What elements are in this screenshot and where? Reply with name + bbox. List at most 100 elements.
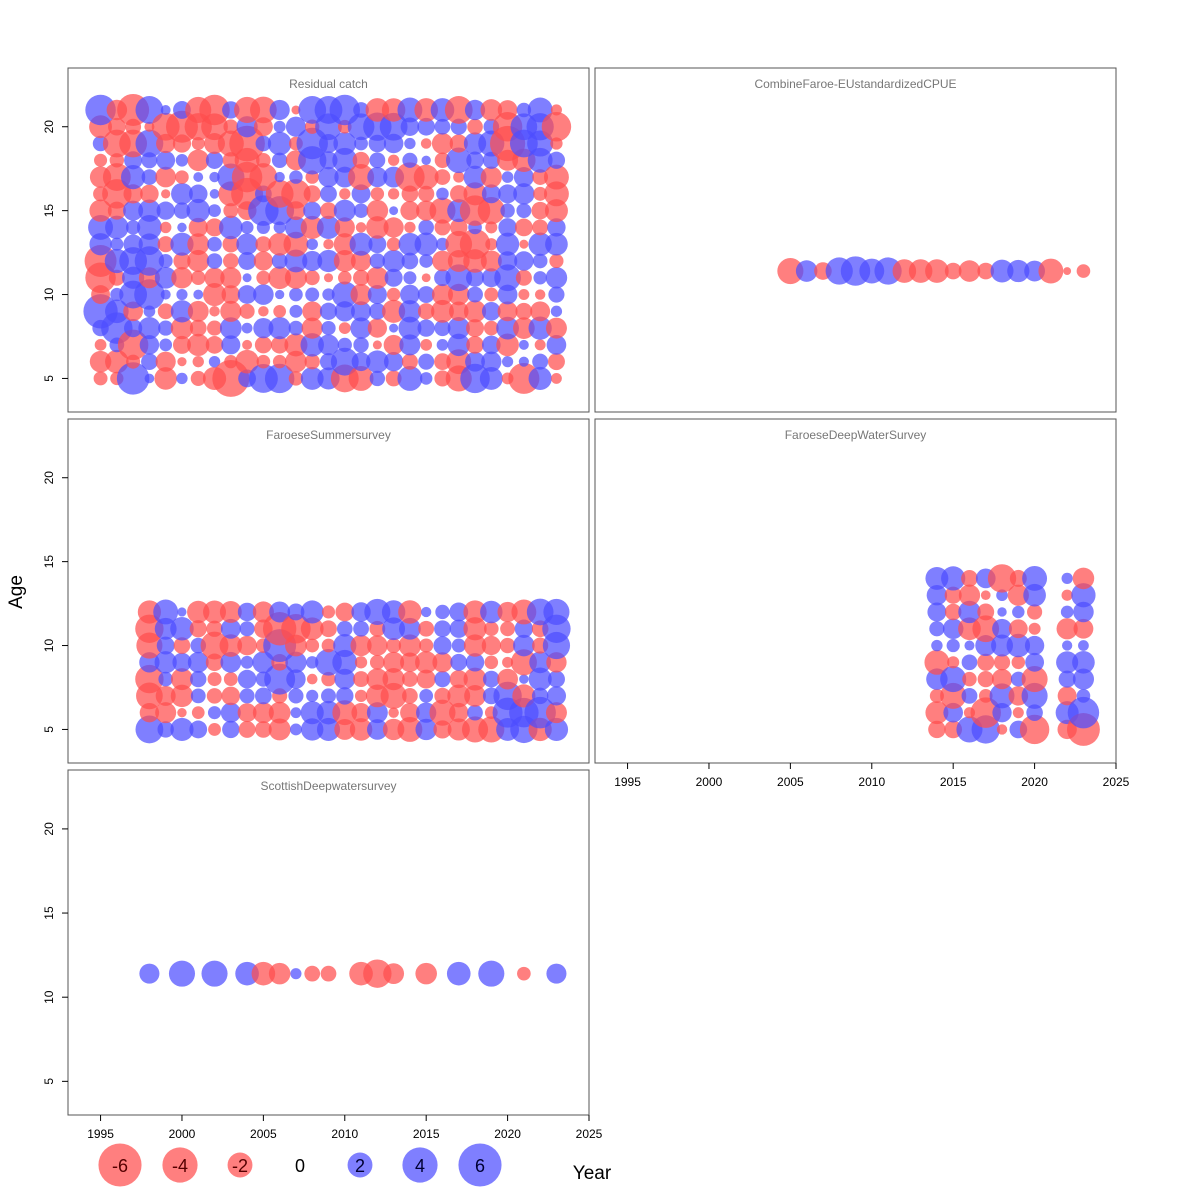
residual-bubble [463,600,487,624]
x-tick-label: 2000 [696,775,723,789]
residual-bubble [141,353,158,370]
residual-bubble [285,651,307,673]
residual-bubble [980,590,991,601]
residual-bubble [219,634,243,657]
residual-bubble [353,203,369,218]
residual-bubble [94,338,107,351]
residual-bubble [444,96,473,124]
legend-label: -4 [172,1156,188,1176]
residual-bubble [170,300,194,323]
residual-bubble [962,671,977,687]
residual-bubble [348,164,375,191]
residual-bubble [219,215,243,240]
residual-bubble [187,600,210,624]
residual-bubble [155,685,176,706]
residual-bubble [418,353,435,370]
residual-bubble [480,600,503,624]
residual-bubble [398,634,422,657]
residual-bubble [203,600,227,624]
residual-bubble [1009,569,1027,587]
residual-bubble [156,201,175,220]
residual-bubble [333,250,356,272]
residual-bubble [419,372,433,385]
residual-bubble [353,671,370,688]
residual-bubble [1061,589,1073,601]
residual-bubble [191,136,205,151]
residual-bubble [519,674,529,684]
residual-bubble [239,688,255,704]
residual-bubble [367,284,387,305]
residual-bubble [274,171,285,183]
x-tick-label: 2010 [331,1127,358,1141]
residual-bubble [400,284,420,305]
residual-bubble [332,147,358,173]
residual-bubble [1026,704,1043,721]
residual-bubble [208,204,221,218]
residual-bubble [388,707,399,718]
residual-bubble [1060,605,1074,619]
residual-bubble [484,621,499,637]
residual-bubble [290,707,302,719]
residual-bubble [382,249,405,273]
residual-bubble [1067,696,1100,729]
residual-bubble [253,284,274,305]
residual-bubble [240,655,254,669]
residual-bubble [255,721,272,738]
residual-bubble [155,166,177,188]
residual-bubble [465,351,485,372]
residual-bubble [926,584,948,606]
residual-bubble [304,965,321,982]
panel-1: Residual catch 5 10 15 20 [42,67,590,413]
y-tick-label: 5 [42,726,56,733]
residual-bubble [269,99,290,121]
residual-bubble [1062,640,1073,651]
residual-bubble [467,704,483,721]
residual-bubble [289,304,303,318]
residual-bubble [187,651,209,673]
bubble-series [777,256,1091,286]
residual-bubble [235,349,259,374]
residual-bubble [123,200,144,221]
residual-bubble [450,653,468,671]
residual-bubble [529,651,552,674]
residual-bubble [478,960,505,987]
residual-bubble [285,350,307,373]
residual-bubble [176,372,188,385]
residual-bubble [320,965,337,982]
residual-bubble [383,963,405,985]
residual-bubble [382,667,405,691]
residual-bubble [418,185,435,202]
residual-bubble [271,152,288,169]
residual-bubble [992,618,1012,639]
residual-bubble [368,235,387,254]
residual-bubble [397,97,423,123]
residual-bubble [513,183,535,205]
residual-bubble [287,603,305,621]
residual-bubble [171,267,193,289]
residual-bubble [238,720,256,738]
residual-bubble [429,197,456,224]
residual-bubble [366,668,389,690]
residual-bubble [108,269,125,286]
residual-bubble [892,259,917,283]
residual-bubble [125,220,141,235]
residual-bubble [123,184,143,204]
residual-bubble [207,236,222,252]
residual-bubble [85,94,116,126]
residual-bubble [318,334,339,356]
residual-bubble [445,264,473,292]
legend-bubble [162,1147,198,1183]
y-tick-label: 5 [42,375,56,382]
residual-bubble [306,238,318,250]
legend-item: -2 [227,1152,253,1178]
residual-bubble [251,961,276,986]
residual-bubble [237,703,257,723]
legend-item: -4 [162,1147,198,1183]
legend-bubble [227,1152,253,1178]
residual-bubble [207,706,222,720]
residual-bubble [157,721,174,738]
residual-bubble [268,316,291,340]
residual-bubble [187,300,209,322]
residual-bubble [300,701,324,725]
residual-bubble [1073,601,1094,623]
